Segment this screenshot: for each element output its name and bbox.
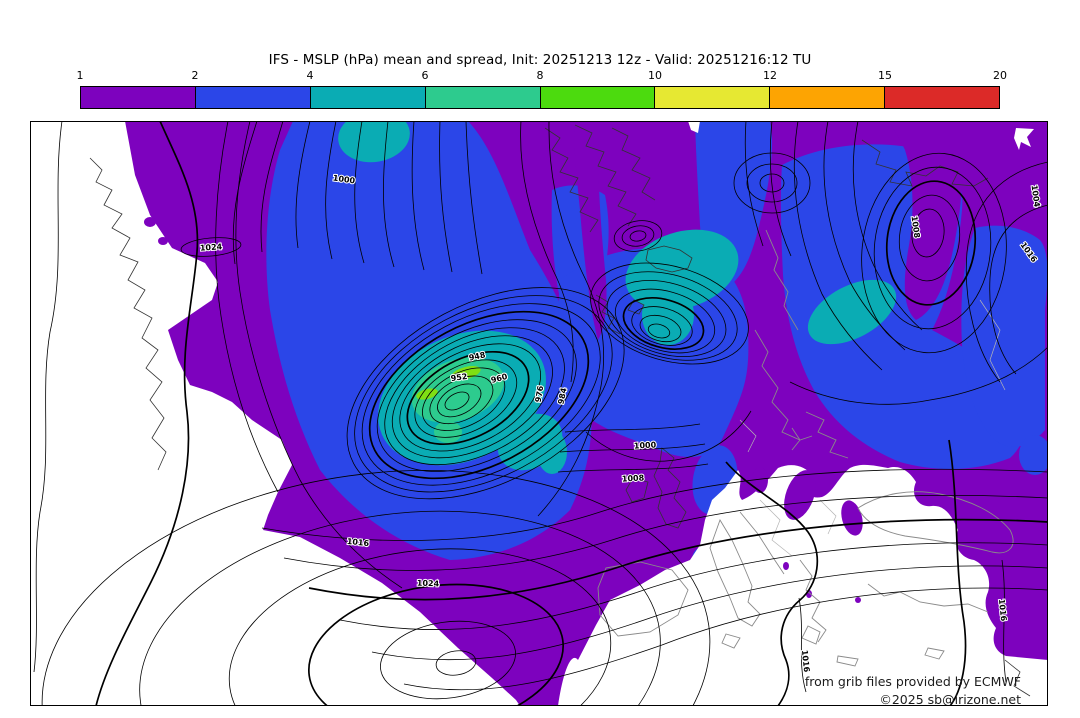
chart-title: IFS - MSLP (hPa) mean and spread, Init: … [268,52,812,68]
colorbar-tick-12: 12 [763,69,777,82]
colorbar-tick-10: 10 [648,69,662,82]
contour-label: 1008 [909,215,921,239]
colorbar-segment-2-4 [195,87,311,108]
colorbar-segment-6-8 [425,87,541,108]
colorbar-tick-4: 4 [306,69,314,82]
colorbar-segment-4-6 [310,87,426,108]
contour-label: 1004 [1029,184,1041,208]
contour-lines-layer [33,121,1048,706]
colorbar-tick-15: 15 [878,69,892,82]
colorbar-segment-8-10 [540,87,656,108]
attribution-line-1: from grib files provided by ECMWF [805,674,1021,689]
attribution-line-2: ©2025 sb@irizone.net [879,692,1021,707]
contour-label: 1024 [417,579,440,589]
colorbar-tick-2: 2 [191,69,199,82]
contour-label: 1016 [800,650,811,674]
contour-label: 976 [534,385,546,403]
contour-label: 1000 [634,440,657,450]
colorbar-tick-20: 20 [993,69,1007,82]
colorbar-segment-1-2 [81,87,196,108]
colorbar-tick-1: 1 [76,69,84,82]
colorbar-segment-10-12 [655,87,771,108]
map-border [30,121,1048,706]
colorbar-segment-12-15 [770,87,886,108]
colorbar-segment-15-20 [885,87,999,108]
colorbar-tick-6: 6 [421,69,429,82]
contour-label: 1016 [997,599,1008,623]
colorbar [80,86,1000,109]
colorbar-ticks: 1 2 4 6 8 10 12 15 20 [76,69,1008,83]
contour-label: 1008 [622,473,645,483]
contour-label: 1000 [332,173,356,185]
contour-label: 952 [450,372,468,383]
contour-label: 1024 [200,242,223,253]
contour-label: 1016 [346,537,370,548]
colorbar-tick-8: 8 [536,69,544,82]
